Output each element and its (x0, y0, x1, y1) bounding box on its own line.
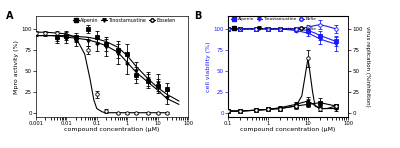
Text: B: B (194, 11, 202, 21)
Legend: Alpenin, Tinostamustine, EbSe: Alpenin, Tinostamustine, EbSe (230, 26, 317, 31)
X-axis label: compound concentration (μM): compound concentration (μM) (240, 127, 336, 132)
Y-axis label: virus replication (%inhibition): virus replication (%inhibition) (366, 26, 370, 107)
Legend: Alpenin, Tinostamustine, Ebselen: Alpenin, Tinostamustine, Ebselen (72, 17, 176, 24)
X-axis label: compound concentration (μM): compound concentration (μM) (64, 127, 160, 132)
Y-axis label: cell viability (%): cell viability (%) (206, 41, 210, 92)
Y-axis label: Mpro activity (%): Mpro activity (%) (14, 40, 18, 94)
Text: A: A (6, 11, 13, 21)
